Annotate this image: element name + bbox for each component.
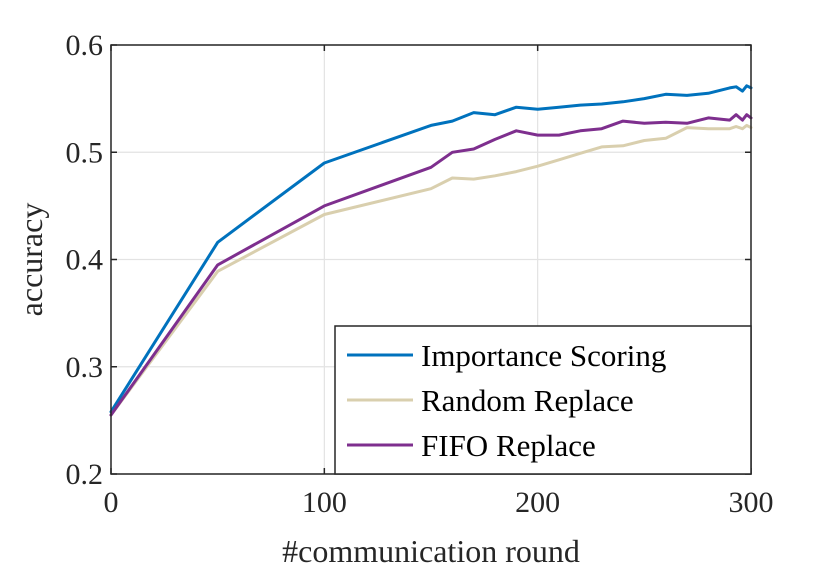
x-tick-label: 100 bbox=[302, 486, 347, 519]
series-line-3 bbox=[109, 113, 753, 417]
y-tick-label: 0.6 bbox=[66, 29, 104, 62]
y-tick-label: 0.2 bbox=[66, 458, 104, 491]
x-axis-label: #communication round bbox=[282, 533, 580, 569]
x-tick-label: 0 bbox=[104, 486, 119, 519]
y-tick-label: 0.5 bbox=[66, 136, 104, 169]
x-tick-label: 300 bbox=[729, 486, 774, 519]
x-tick-label: 200 bbox=[515, 486, 560, 519]
y-tick-label: 0.4 bbox=[66, 244, 104, 277]
axis-ticks: 0 100 200 300 0.2 0.3 0.4 0.5 0.6 bbox=[66, 29, 774, 519]
legend-label-1: Importance Scoring bbox=[421, 338, 666, 373]
series-layer bbox=[109, 84, 753, 417]
legend-label-3: FIFO Replace bbox=[421, 428, 596, 463]
legend-items: Importance Scoring Random Replace FIFO Rep… bbox=[347, 338, 666, 463]
series-line-1 bbox=[109, 84, 753, 414]
y-tick-label: 0.3 bbox=[66, 351, 104, 384]
legend: Importance Scoring Random Replace FIFO Rep… bbox=[334, 325, 752, 475]
legend-label-2: Random Replace bbox=[421, 383, 634, 418]
series-line-2 bbox=[109, 123, 753, 417]
y-axis-label: accuracy bbox=[13, 203, 49, 317]
